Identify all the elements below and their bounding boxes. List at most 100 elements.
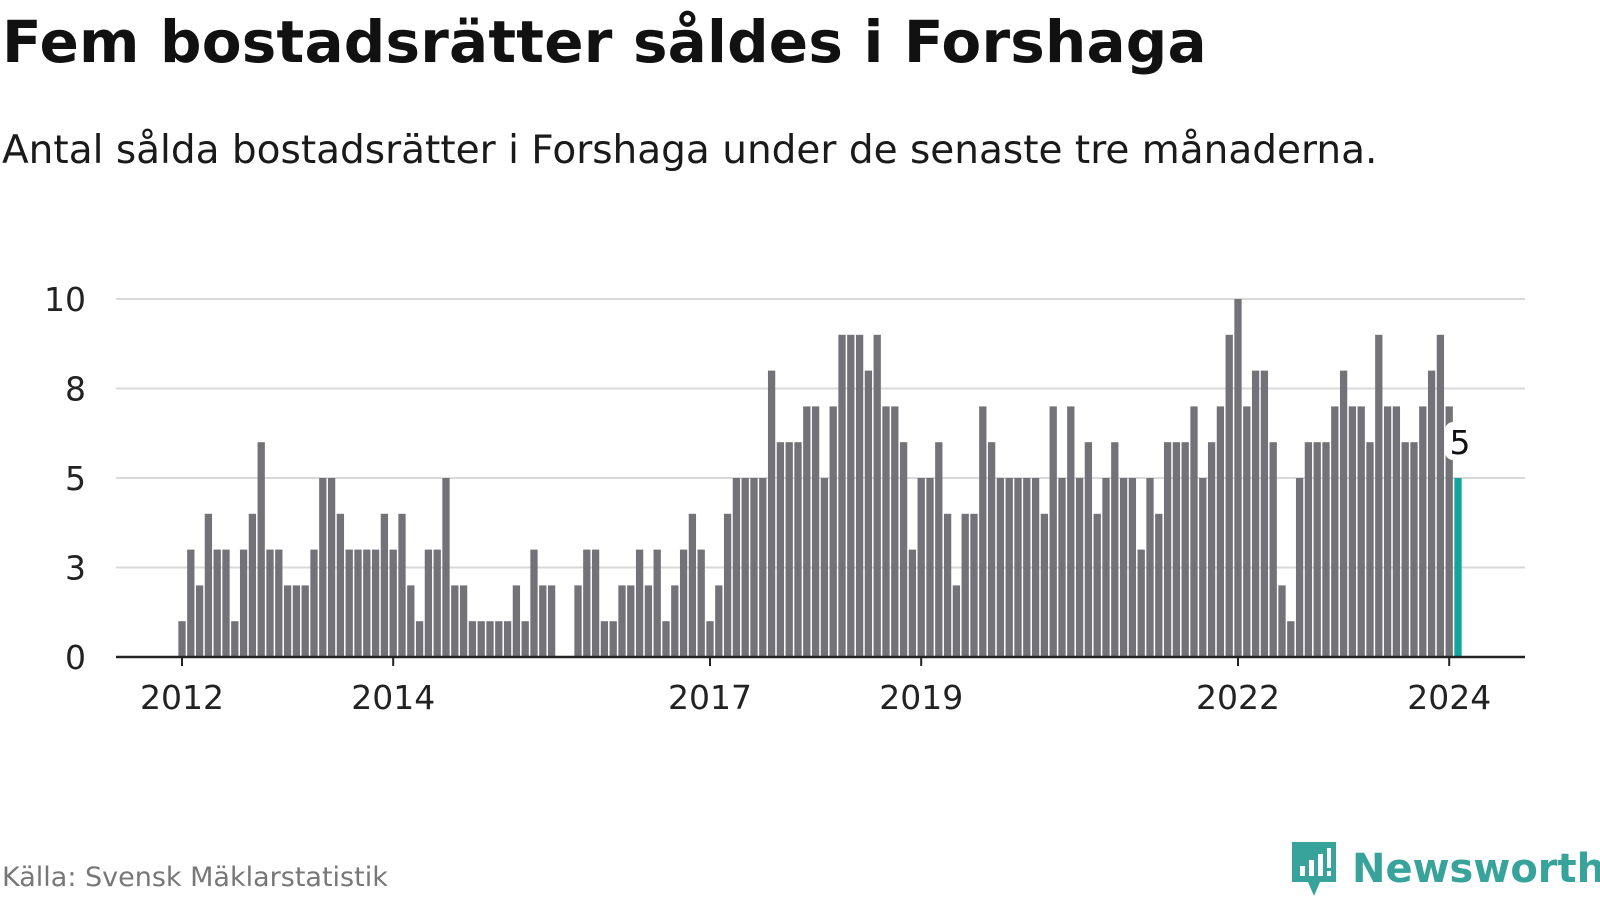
bar: [1031, 478, 1040, 657]
bar: [389, 549, 397, 657]
bar: [820, 478, 829, 657]
bar: [1436, 334, 1445, 657]
bar: [1322, 442, 1330, 657]
bar: [1119, 478, 1128, 657]
bar: [1313, 442, 1321, 657]
bar: [477, 621, 485, 657]
bar: [503, 621, 512, 657]
bar: [785, 442, 793, 657]
bar: [583, 549, 591, 657]
bar: [257, 442, 265, 657]
bar: [1216, 406, 1225, 657]
bar: [1269, 442, 1277, 657]
bar: [591, 549, 600, 657]
bar: [1278, 585, 1286, 657]
bar: [1102, 478, 1110, 657]
bar: [1366, 442, 1374, 657]
bar: [627, 585, 635, 657]
bar: [248, 513, 257, 657]
bar: [1093, 513, 1101, 657]
bar: [539, 585, 547, 657]
bar: [310, 549, 318, 657]
bar: [653, 549, 661, 657]
bar: [838, 334, 846, 657]
bar: [1251, 370, 1260, 657]
x-tick-label: 2017: [668, 678, 752, 717]
bar: [917, 478, 925, 657]
bar: [1427, 370, 1436, 657]
bar: [600, 621, 609, 657]
y-tick-label: 0: [65, 638, 86, 677]
bar: [1067, 406, 1075, 657]
bar: [1199, 478, 1207, 657]
bar: [1392, 406, 1401, 657]
bar: [336, 513, 345, 657]
bar: [213, 549, 221, 657]
bar: [451, 585, 459, 657]
x-tick-label: 2022: [1196, 678, 1280, 717]
bar: [512, 585, 521, 657]
bar: [1163, 442, 1172, 657]
y-tick-label: 5: [65, 459, 86, 498]
bar: [732, 478, 741, 657]
bar: [1075, 478, 1084, 657]
bar: [1040, 513, 1049, 657]
bar: [319, 478, 327, 657]
bar: [459, 585, 468, 657]
bar: [864, 370, 873, 657]
bar: [1331, 406, 1339, 657]
bar: [574, 585, 582, 657]
bar: [767, 370, 776, 657]
bar: [635, 549, 644, 657]
bar: [1234, 299, 1242, 657]
bar: [926, 478, 934, 657]
bar: [873, 334, 881, 657]
bar: [855, 334, 864, 657]
bar: [1304, 442, 1313, 657]
bar: [1287, 621, 1295, 657]
bar: [178, 621, 186, 657]
bar: [1014, 478, 1022, 657]
bar: [847, 334, 855, 657]
bar: [609, 621, 617, 657]
newsworthy-logo-icon: [1292, 842, 1336, 896]
bar: [1111, 442, 1119, 657]
bar: [495, 621, 503, 657]
bar: [407, 585, 415, 657]
bar: [1190, 406, 1198, 657]
bar: [1137, 549, 1145, 657]
bar: [363, 549, 371, 657]
bar: [1225, 334, 1233, 657]
bar: [398, 513, 406, 657]
bar: [759, 478, 767, 657]
bar: [776, 442, 785, 657]
x-tick-label: 2019: [879, 678, 963, 717]
brand-name: Newsworthy: [1352, 846, 1600, 892]
bar: [794, 442, 802, 657]
bar: [187, 549, 195, 657]
bar: [715, 585, 723, 657]
bar: [1383, 406, 1392, 657]
bar: [530, 549, 538, 657]
bar: [644, 585, 653, 657]
bar: [961, 513, 969, 657]
bar: [952, 585, 961, 657]
bar: [899, 442, 908, 657]
bar: [1058, 478, 1066, 657]
bar: [1339, 370, 1348, 657]
bar: [301, 585, 309, 657]
bar: [1172, 442, 1181, 657]
bar: [750, 478, 758, 657]
bar: [891, 406, 899, 657]
bar: [1084, 442, 1093, 657]
bar: [1005, 478, 1013, 657]
bar: [811, 406, 820, 657]
bar: [671, 585, 679, 657]
bar: [987, 442, 996, 657]
bar: [1023, 478, 1031, 657]
data-label: 5: [1450, 423, 1471, 462]
bar: [442, 478, 450, 657]
x-tick-label: 2024: [1407, 678, 1491, 717]
bar: [283, 585, 292, 657]
bar: [547, 585, 556, 657]
